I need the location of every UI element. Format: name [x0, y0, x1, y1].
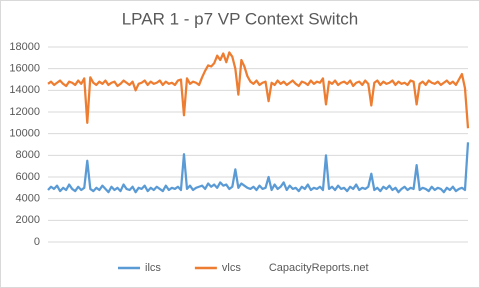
series-line	[47, 51, 470, 129]
y-tick-label: 8000	[16, 149, 40, 161]
y-tick-label: 4000	[16, 193, 40, 205]
y-tick-label: 6000	[16, 171, 40, 183]
y-tick-label: 16000	[9, 63, 40, 75]
legend-label: vlcs	[222, 262, 241, 274]
y-tick-label: 10000	[9, 128, 40, 140]
legend-label: ilcs	[145, 262, 161, 274]
y-tick-label: 18000	[9, 41, 40, 53]
y-tick-label: 2000	[16, 214, 40, 226]
y-tick-label: 0	[34, 236, 40, 248]
chart-title: LPAR 1 - p7 VP Context Switch	[122, 9, 359, 28]
series-line	[47, 142, 470, 194]
y-tick-label: 14000	[9, 84, 40, 96]
annotation: CapacityReports.net	[269, 262, 369, 274]
y-tick-label: 12000	[9, 106, 40, 118]
